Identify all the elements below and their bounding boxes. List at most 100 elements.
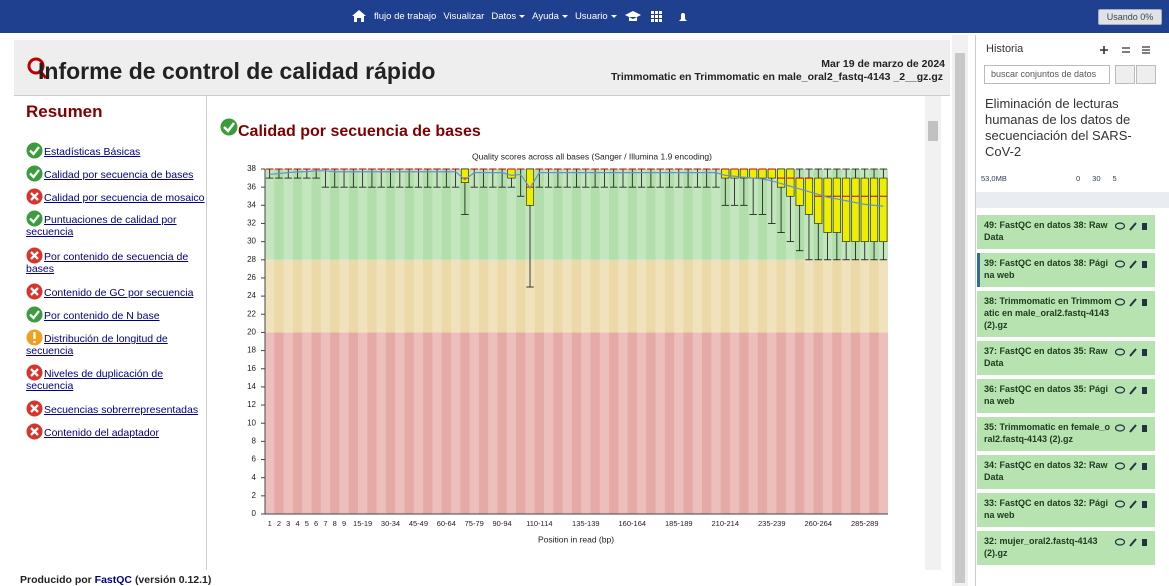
nav-item[interactable]: Usuario [575, 11, 617, 22]
clear-search-button[interactable] [1136, 65, 1156, 84]
history-item[interactable]: 49: FastQC en datos 38: RawData [977, 215, 1155, 249]
eye-icon [1115, 462, 1126, 470]
dataset-actions[interactable] [1115, 295, 1151, 331]
history-search[interactable]: buscar conjuntos de datos [984, 65, 1110, 84]
x-axis-title: Position in read (bp) [538, 534, 614, 544]
nav-item[interactable]: flujo de trabajo [374, 11, 436, 22]
stripe [357, 169, 368, 514]
caret[interactable] [519, 14, 526, 18]
delete-icon [1142, 261, 1147, 268]
summary-link[interactable]: Calidad por secuencia de mosaico [44, 192, 205, 204]
dataset-actions[interactable] [1115, 219, 1151, 243]
summary-link[interactable]: Puntuaciones de calidad por secuencia [26, 214, 177, 238]
history-item[interactable]: 35: Trimmomatic en female_oral2.fastq-41… [977, 417, 1155, 451]
stripe [562, 169, 572, 514]
nav-item[interactable]: Ayuda [532, 11, 568, 22]
scroll-thumb[interactable] [955, 53, 965, 583]
dataset-label[interactable]: 35: Trimmomatic en female_oral2.fastq-41… [984, 422, 1111, 444]
box [879, 177, 888, 242]
dataset-label[interactable]: 33: FastQC en datos 32: Página web [984, 498, 1109, 520]
caret[interactable] [610, 14, 617, 18]
icon-glyph [30, 427, 39, 436]
edit-icon [1129, 260, 1137, 269]
history-item[interactable]: 36: FastQC en datos 35: Página web [977, 379, 1155, 413]
history-item[interactable]: 32: mujer_oral2.fastq-4143 (2).gz [977, 531, 1155, 565]
history-item[interactable]: 33: FastQC en datos 32: Página web [977, 493, 1155, 527]
history-count[interactable]: 0 [1076, 174, 1081, 183]
dataset-label[interactable]: 32: mujer_oral2.fastq-4143 (2).gz [984, 536, 1098, 558]
advanced-search-button[interactable] [1115, 65, 1135, 84]
dataset-actions[interactable] [1115, 459, 1151, 483]
x-tick-label: 110-114 [526, 519, 552, 528]
dataset-label[interactable]: 38: Trimmomatic en Trimmomatic en male_o… [984, 296, 1112, 330]
history-actions[interactable] [1098, 44, 1162, 56]
report-scrollbar[interactable] [925, 96, 941, 570]
summary-link[interactable]: Por contenido de N base [44, 310, 160, 322]
summary-item[interactable]: Distribución de longitud de secuencia [26, 329, 208, 357]
summary-link[interactable]: Niveles de duplicación de secuencia [26, 368, 164, 392]
home-icon[interactable] [352, 10, 366, 22]
dataset-icons [1115, 260, 1147, 269]
dataset-icons [1115, 348, 1147, 357]
summary-item[interactable]: Calidad por secuencia de mosaico [26, 188, 208, 205]
nav-label[interactable]: flujo de trabajo [374, 11, 437, 22]
summary-item[interactable]: Contenido de GC por secuencia [26, 283, 208, 300]
icon-glyph [30, 368, 39, 377]
chart-title: Quality scores across all bases (Sanger … [472, 151, 712, 161]
nav-label[interactable]: Ayuda [532, 11, 559, 22]
footer-link[interactable]: FastQC [94, 574, 133, 586]
dataset-actions[interactable] [1115, 257, 1151, 281]
scroll-thumb[interactable] [928, 121, 938, 141]
dataset-label[interactable]: 37: FastQC en datos 35: RawData [984, 346, 1108, 368]
summary-link[interactable]: Secuencias sobrerrepresentadas [44, 404, 199, 416]
dataset-actions[interactable] [1115, 421, 1151, 445]
nav-item[interactable]: Datos [491, 11, 526, 22]
dataset-label[interactable]: 36: FastQC en datos 35: Página web [984, 384, 1109, 406]
quota-meter[interactable]: Usando 0% [1098, 9, 1162, 25]
summary-item[interactable]: Puntuaciones de calidad por secuencia [26, 210, 208, 238]
dataset-actions[interactable] [1115, 497, 1151, 521]
dataset-actions[interactable] [1115, 345, 1151, 369]
x-tick-label: 285-289 [851, 519, 879, 528]
summary-item[interactable]: Contenido del adaptador [26, 423, 208, 440]
delete-icon [1142, 425, 1147, 432]
summary-item[interactable]: Niveles de duplicación de secuencia [26, 364, 208, 392]
summary-item[interactable]: Calidad por secuencia de bases [26, 165, 208, 182]
page-scrollbar[interactable] [952, 35, 968, 586]
summary-link[interactable]: Contenido del adaptador [44, 427, 160, 439]
history-item[interactable]: 39: FastQC en datos 38: Página web [977, 253, 1155, 287]
history-count[interactable]: 30 [1092, 174, 1101, 183]
nav-label[interactable]: Datos [491, 11, 517, 22]
caret[interactable] [561, 14, 568, 18]
nav-label[interactable]: Visualizar [443, 11, 485, 22]
dataset-actions[interactable] [1115, 383, 1151, 407]
nav-label[interactable]: Usuario [574, 11, 608, 22]
history-name[interactable]: Eliminación de lecturas humanas de los d… [985, 96, 1132, 159]
history-item[interactable]: 37: FastQC en datos 35: RawData [977, 341, 1155, 375]
fail-icon [26, 423, 43, 440]
summary-link[interactable]: Estadísticas Básicas [44, 146, 141, 158]
summary-link[interactable]: Distribución de longitud de secuencia [26, 333, 168, 357]
nav-item[interactable]: Visualizar [443, 11, 484, 22]
dataset-label[interactable]: 34: FastQC en datos 32: RawData [984, 460, 1108, 482]
stripe [283, 169, 293, 514]
history-count[interactable]: 5 [1112, 174, 1117, 183]
dataset-label[interactable]: 49: FastQC en datos 38: RawData [984, 220, 1108, 242]
summary-link[interactable]: Por contenido de secuencia de bases [26, 251, 189, 275]
history-item[interactable]: 38: Trimmomatic en Trimmomatic en male_o… [977, 291, 1155, 337]
stripe [339, 169, 349, 514]
history-item[interactable]: 34: FastQC en datos 32: RawData [977, 455, 1155, 489]
summary-item[interactable]: Secuencias sobrerrepresentadas [26, 400, 208, 417]
box [870, 177, 879, 242]
dataset-label[interactable]: 39: FastQC en datos 38: Página web [984, 258, 1109, 280]
edit-icon [1129, 222, 1137, 231]
icon-bg [26, 165, 43, 182]
summary-item[interactable]: Por contenido de secuencia de bases [26, 247, 208, 275]
summary-link[interactable]: Calidad por secuencia de bases [44, 169, 194, 181]
summary-item[interactable]: Estadísticas Básicas [26, 142, 208, 159]
dataset-actions[interactable] [1115, 535, 1151, 559]
summary-link[interactable]: Contenido de GC por secuencia [44, 287, 194, 299]
summary-item[interactable]: Por contenido de N base [26, 306, 208, 323]
eye-icon [1115, 222, 1126, 230]
